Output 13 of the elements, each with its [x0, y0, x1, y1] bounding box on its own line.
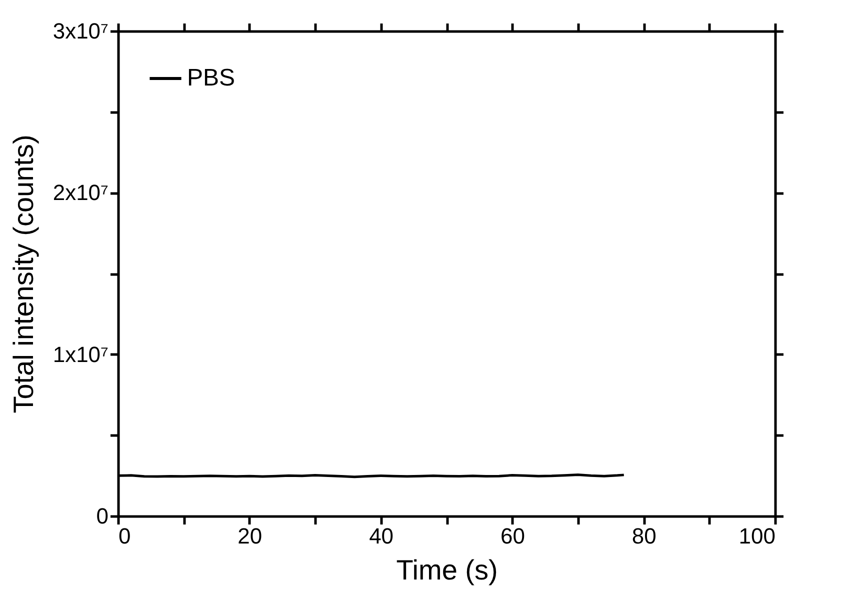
x-tick-label: 60: [500, 524, 525, 548]
x-tick-label: 20: [238, 524, 262, 548]
y-tick-label: 0: [96, 504, 108, 528]
y-tick-label: 3x10⁷: [52, 18, 109, 44]
x-tick-label: 80: [632, 524, 656, 548]
y-tick-label: 1x10⁷: [52, 342, 109, 367]
x-tick-label: 100: [738, 524, 776, 548]
legend-label: PBS: [187, 64, 236, 92]
x-tick-label: 0: [118, 524, 131, 548]
x-tick-label: 40: [369, 524, 394, 548]
y-axis-title: Total intensity (counts): [8, 134, 39, 414]
x-axis-title: Time (s): [396, 554, 498, 586]
y-tick-label: 2x10⁷: [52, 180, 109, 206]
